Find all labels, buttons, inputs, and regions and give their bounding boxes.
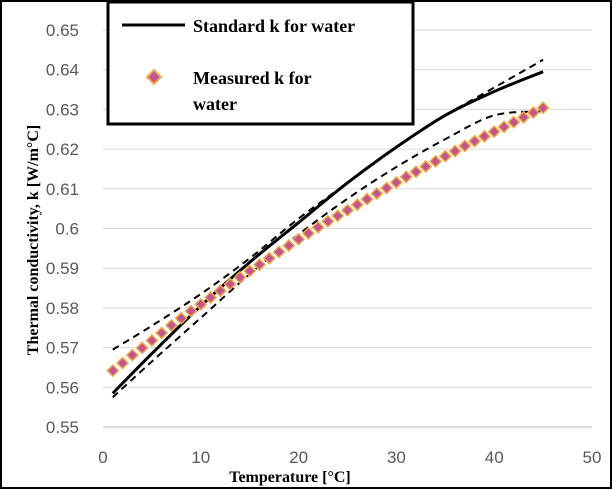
dashed-bound-line xyxy=(112,110,544,398)
measured-point xyxy=(174,311,188,325)
measured-point xyxy=(340,203,355,217)
measured-point xyxy=(282,239,296,253)
measured-point xyxy=(389,175,403,190)
measured-point xyxy=(380,181,394,195)
measured-point xyxy=(428,154,443,168)
measured-point xyxy=(262,251,276,265)
measured-point xyxy=(321,214,335,228)
measured-point xyxy=(536,101,550,115)
measured-point xyxy=(331,209,345,223)
measured-point xyxy=(292,232,306,246)
measured-point xyxy=(438,149,452,163)
measured-point xyxy=(507,115,521,129)
measured-point xyxy=(419,160,433,174)
measured-point xyxy=(370,187,384,201)
measured-point xyxy=(526,106,540,120)
legend-label-measured-line2: water xyxy=(193,94,237,114)
measured-point xyxy=(106,364,120,378)
measured-point xyxy=(458,139,472,153)
measured-point xyxy=(497,120,511,134)
x-tick-label: 50 xyxy=(583,448,602,467)
measured-point xyxy=(233,270,247,284)
y-tick-label: 0.56 xyxy=(46,378,79,397)
measured-point xyxy=(468,134,482,148)
measured-point xyxy=(399,170,413,184)
legend-box xyxy=(106,0,415,126)
measured-point xyxy=(252,258,267,272)
legend: Standard k for water Measured k for wate… xyxy=(106,0,415,126)
measured-point xyxy=(204,291,218,305)
measured-point xyxy=(360,192,374,206)
measured-point xyxy=(135,341,149,355)
measured-point xyxy=(448,144,462,158)
measured-point xyxy=(164,318,179,332)
measured-point xyxy=(409,165,423,179)
x-tick-label: 10 xyxy=(191,448,210,467)
y-tick-label: 0.59 xyxy=(46,259,79,278)
y-tick-label: 0.57 xyxy=(46,339,79,358)
measured-point xyxy=(145,333,159,348)
measured-point xyxy=(477,129,491,143)
standard-k-line xyxy=(111,70,544,395)
y-tick-label: 0.55 xyxy=(46,418,79,437)
measured-point xyxy=(155,326,169,340)
x-tick-labels: 0 10 20 30 40 50 xyxy=(98,448,601,467)
measured-point xyxy=(223,277,237,291)
y-tick-label: 0.6 xyxy=(55,220,79,239)
series-layer xyxy=(106,58,550,398)
y-tick-label: 0.58 xyxy=(46,299,79,318)
measured-point xyxy=(184,304,198,318)
measured-point xyxy=(125,348,139,362)
y-tick-label: 0.61 xyxy=(46,180,79,199)
measured-point xyxy=(350,198,364,212)
measured-point xyxy=(516,110,531,124)
measured-point xyxy=(115,356,130,370)
y-tick-label: 0.63 xyxy=(46,100,79,119)
measured-point xyxy=(487,125,501,139)
x-axis-title: Temperature [°C] xyxy=(229,469,350,486)
measured-point xyxy=(301,226,315,240)
x-tick-label: 0 xyxy=(98,448,107,467)
y-tick-label: 0.64 xyxy=(46,61,79,80)
y-axis-title: Thermal conductivity, k [W/m°C] xyxy=(25,125,42,355)
x-tick-label: 30 xyxy=(387,448,406,467)
measured-point xyxy=(194,297,208,311)
x-tick-label: 40 xyxy=(485,448,504,467)
legend-swatch-measured xyxy=(145,68,163,86)
measured-point xyxy=(311,220,325,234)
measured-point xyxy=(272,245,286,259)
legend-label-measured-line1: Measured k for xyxy=(193,68,312,88)
y-tick-label: 0.65 xyxy=(46,21,79,40)
measured-point xyxy=(213,284,227,298)
x-tick-label: 20 xyxy=(289,448,308,467)
y-tick-labels: 0.55 0.56 0.57 0.58 0.59 0.6 0.61 0.62 0.63 0.64 0… xyxy=(46,21,79,437)
measured-point xyxy=(243,264,257,278)
legend-label-standard: Standard k for water xyxy=(193,16,355,36)
y-tick-label: 0.62 xyxy=(46,140,79,159)
